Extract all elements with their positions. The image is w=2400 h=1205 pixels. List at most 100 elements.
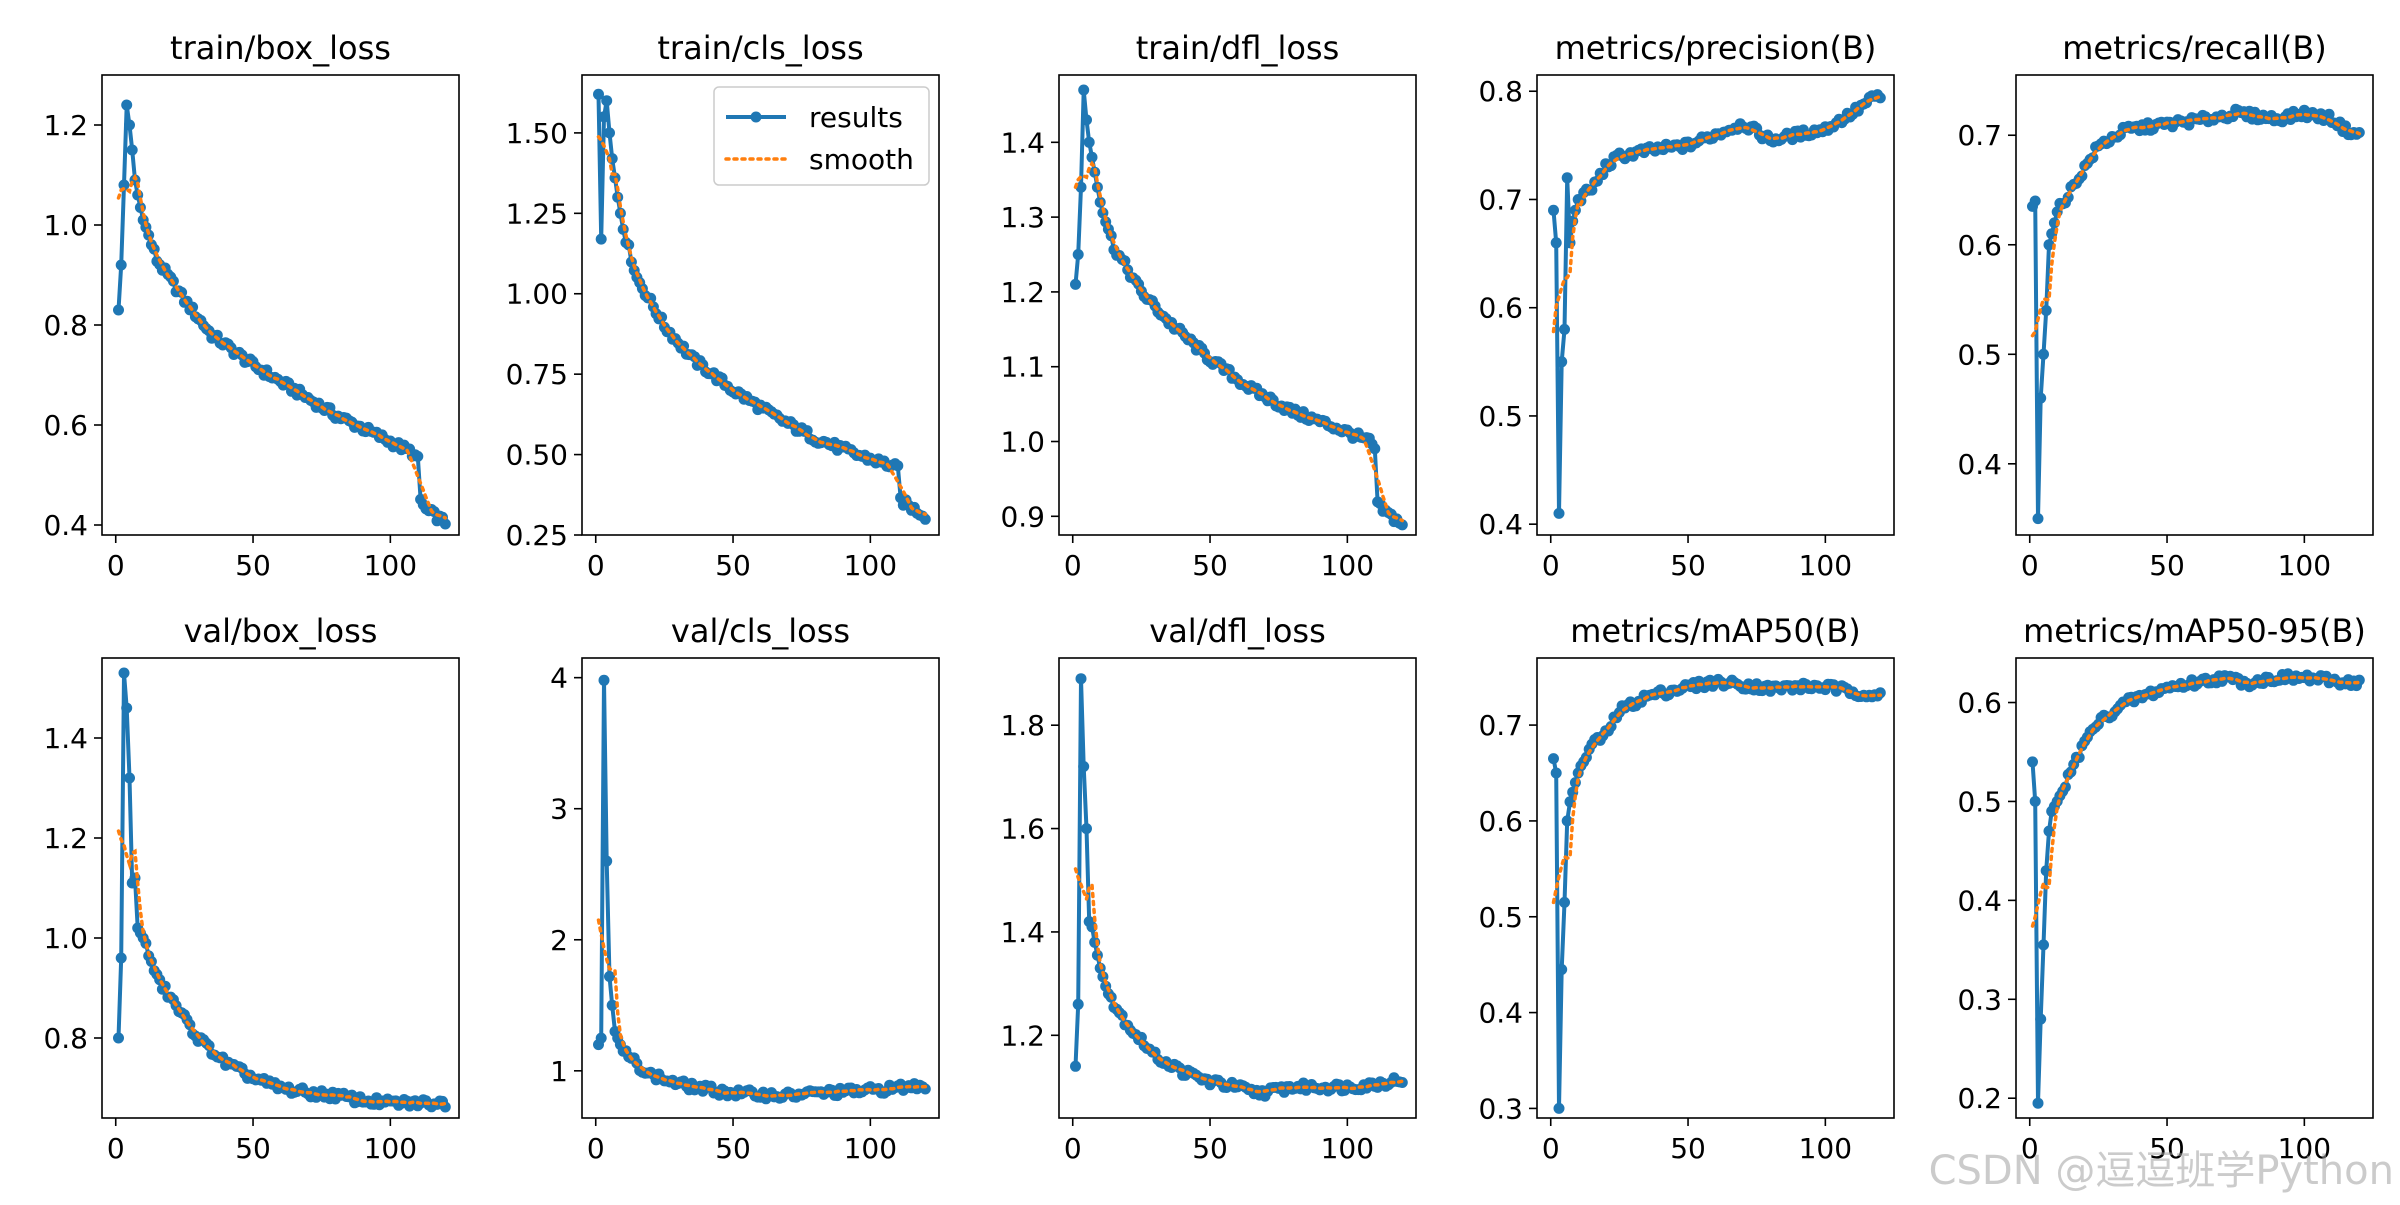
legend-smooth-label: smooth xyxy=(809,143,914,176)
results-point xyxy=(2038,348,2049,360)
x-tick-label: 100 xyxy=(364,1132,417,1165)
results-point xyxy=(412,450,424,462)
subplot-metrics-recall-b-: metrics/recall(B) 0 50 100 0.4 0.5 0.6 0.7 xyxy=(1957,29,2374,582)
subplot-train-dfl-loss: train/dfl_loss 0 50 100 0.9 1.0 1.1 1.2 1.3 1.4 xyxy=(1000,29,1417,582)
results-point xyxy=(1070,278,1081,290)
y-tick-label: 1.3 xyxy=(1000,201,1045,234)
y-tick-label: 0.9 xyxy=(1000,500,1045,533)
y-tick-label: 1.2 xyxy=(43,822,88,855)
y-tick-label: 1.00 xyxy=(506,278,568,311)
subplot-metrics-map50-95-b-: metrics/mAP50-95(B) 0 50 100 0.2 0.3 0.4 0.5 0.6 xyxy=(1957,612,2374,1165)
results-point xyxy=(203,1040,215,1052)
results-line xyxy=(116,671,448,1109)
x-tick-label: 50 xyxy=(1670,549,1706,582)
x-tick-label: 100 xyxy=(2278,1132,2331,1165)
y-tick-label: 0.5 xyxy=(1957,785,2002,818)
y-tick-label: 1.0 xyxy=(43,922,88,955)
results-point xyxy=(593,88,604,100)
x-tick-label: 50 xyxy=(2149,1132,2185,1165)
results-point xyxy=(604,971,615,982)
results-point xyxy=(892,460,904,472)
y-tick-label: 1.0 xyxy=(43,209,88,242)
x-tick-label: 0 xyxy=(107,549,125,582)
axes-frame xyxy=(1536,657,1895,1119)
y-tick-label: 0.8 xyxy=(43,309,88,342)
results-point xyxy=(1078,761,1090,772)
y-tick-label: 1 xyxy=(550,1055,568,1088)
results-line xyxy=(1073,676,1403,1099)
results-point xyxy=(2032,1097,2044,1109)
smooth-line xyxy=(116,173,448,520)
y-tick-label: 1.50 xyxy=(506,117,568,150)
x-tick-label: 0 xyxy=(1542,1132,1560,1165)
subplot-train-box-loss: train/box_loss 0 50 100 0.4 0.6 0.8 1.0 1.2 xyxy=(43,29,460,582)
results-point xyxy=(601,855,613,867)
x-tick-label: 100 xyxy=(2278,549,2331,582)
subplot-val-box-loss: val/box_loss 0 50 100 0.8 1.0 1.2 1.4 xyxy=(43,612,460,1165)
results-line xyxy=(116,103,448,525)
y-tick-label: 1.2 xyxy=(43,109,88,142)
x-tick-label: 0 xyxy=(587,1132,605,1165)
smooth-line xyxy=(116,829,448,1106)
x-tick-label: 0 xyxy=(587,549,605,582)
results-point xyxy=(124,119,135,131)
results-point xyxy=(113,304,124,316)
results-point xyxy=(2043,239,2055,251)
results-point xyxy=(115,952,127,964)
y-tick-label: 0.6 xyxy=(1957,229,2002,262)
smooth-line xyxy=(596,918,928,1098)
y-tick-label: 0.4 xyxy=(1957,448,2002,481)
results-point xyxy=(1070,1060,1081,1072)
y-tick-label: 2 xyxy=(550,924,568,957)
results-point xyxy=(1135,1031,1147,1043)
results-point xyxy=(2035,392,2047,404)
subplot-title: val/box_loss xyxy=(184,612,378,650)
y-tick-label: 1.4 xyxy=(43,722,88,755)
y-tick-label: 0.50 xyxy=(506,439,568,472)
results-point xyxy=(187,301,199,313)
results-point xyxy=(1078,84,1090,96)
results-point xyxy=(1075,673,1087,685)
y-tick-label: 0.4 xyxy=(1478,997,1523,1030)
smooth-line xyxy=(2030,675,2362,928)
y-tick-label: 1.0 xyxy=(1000,426,1045,459)
results-point xyxy=(1081,823,1092,835)
y-tick-label: 0.6 xyxy=(1478,292,1523,325)
results-point xyxy=(2035,1013,2047,1025)
axes-frame xyxy=(2015,74,2374,536)
x-tick-label: 0 xyxy=(1542,549,1560,582)
x-tick-label: 0 xyxy=(1064,549,1082,582)
smooth-line xyxy=(2030,111,2362,338)
smooth-line xyxy=(1551,94,1883,334)
y-tick-label: 1.8 xyxy=(1000,709,1045,742)
axes-frame xyxy=(101,657,460,1119)
subplot-val-dfl-loss: val/dfl_loss 0 50 100 1.2 1.4 1.6 1.8 xyxy=(1000,612,1417,1165)
results-point xyxy=(134,202,146,213)
x-tick-label: 100 xyxy=(844,549,897,582)
subplot-metrics-precision-b-: metrics/precision(B) 0 50 100 0.4 0.5 0.6 0.7 0.… xyxy=(1478,29,1895,582)
x-tick-label: 100 xyxy=(844,1132,897,1165)
results-point xyxy=(118,667,130,679)
legend-results-label: results xyxy=(809,101,903,134)
subplot-metrics-map50-b-: metrics/mAP50(B) 0 50 100 0.3 0.4 0.5 0.6 0.7 xyxy=(1478,612,1895,1165)
results-point xyxy=(604,127,615,139)
results-point xyxy=(1556,964,1568,975)
results-point xyxy=(2027,756,2038,768)
axes-frame xyxy=(101,74,460,536)
axes-frame xyxy=(1058,74,1417,536)
subplot-title: metrics/recall(B) xyxy=(2062,29,2327,67)
results-point xyxy=(126,144,138,156)
results-point xyxy=(1072,998,1084,1010)
axes-frame xyxy=(1058,657,1417,1119)
x-tick-label: 50 xyxy=(715,549,751,582)
y-tick-label: 0.3 xyxy=(1957,983,2002,1016)
smooth-line xyxy=(596,135,928,516)
subplot-title: val/cls_loss xyxy=(671,612,850,650)
axes-frame xyxy=(581,657,940,1119)
y-tick-label: 0.75 xyxy=(506,358,568,391)
results-point xyxy=(1553,1102,1565,1114)
y-tick-label: 4 xyxy=(550,662,568,695)
results-point xyxy=(1553,507,1565,519)
